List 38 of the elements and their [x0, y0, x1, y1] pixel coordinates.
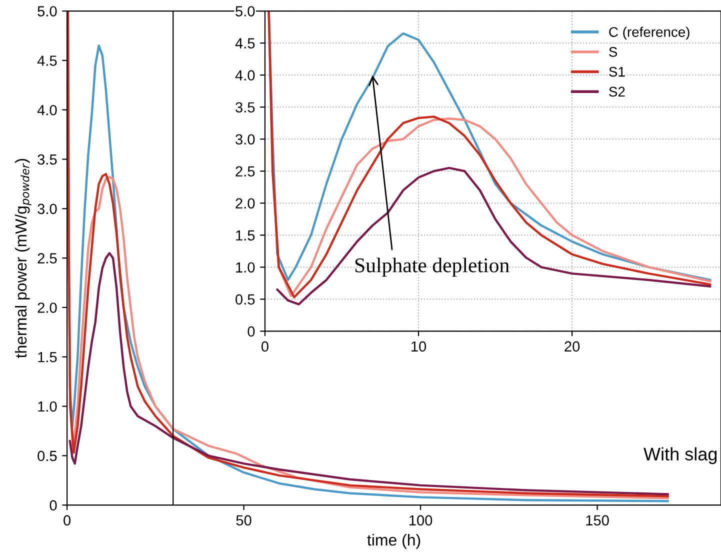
annotation: Sulphate depletion — [355, 258, 510, 277]
y-tick-label: 4.0 — [37, 104, 57, 116]
y-tick-label: 3.0 — [236, 134, 255, 145]
y-tick-label: 0 — [50, 500, 57, 511]
legend-label: S2 — [609, 86, 625, 97]
y-tick-label: 0.5 — [38, 450, 57, 462]
x-tick-label: 0 — [64, 515, 71, 526]
y-tick-label: 1.0 — [38, 401, 57, 412]
y-tick-label: 3.5 — [236, 102, 255, 113]
y-tick-label: 1.5 — [236, 230, 255, 241]
y-tick-label: 2.5 — [236, 166, 255, 177]
y-axis-title: thermal power (mW/g$_{powder}$) — [14, 158, 32, 358]
x-tick-label: 50 — [236, 515, 252, 526]
y-tick-label: 3.0 — [38, 204, 57, 214]
y-tick-label: 5.0 — [38, 6, 57, 16]
y-tick-label: 3.5 — [38, 154, 57, 165]
y-tick-label: 4.5 — [37, 56, 57, 66]
y-tick-label: 1.0 — [236, 262, 255, 273]
x-tick-label: 10 — [412, 341, 426, 352]
y-tick-label: 4.5 — [235, 38, 255, 48]
legend-label: C (reference) — [609, 26, 690, 40]
legend-label: S1 — [609, 66, 625, 77]
y-tick-label: 2.0 — [236, 198, 255, 209]
y-tick-label: 2.0 — [38, 302, 57, 313]
y-tick-label: 5.0 — [236, 6, 255, 16]
y-tick-label: 1.5 — [38, 352, 57, 362]
line-series — [276, 166, 712, 306]
y-tick-label: 4.0 — [235, 70, 255, 80]
x-tick-label: 100 — [409, 515, 432, 526]
y-tick-label: 0.5 — [236, 294, 255, 305]
y-tick-label: 2.5 — [38, 253, 57, 264]
x-tick-label: 0 — [261, 341, 268, 352]
y-tick-label: 0 — [248, 326, 255, 337]
x-tick-label: 150 — [586, 515, 609, 526]
annotation: With slag — [644, 447, 717, 464]
legend-label: S — [609, 47, 618, 57]
x-tick-label: 20 — [564, 341, 580, 352]
x-axis-title: time (h) — [367, 534, 420, 549]
